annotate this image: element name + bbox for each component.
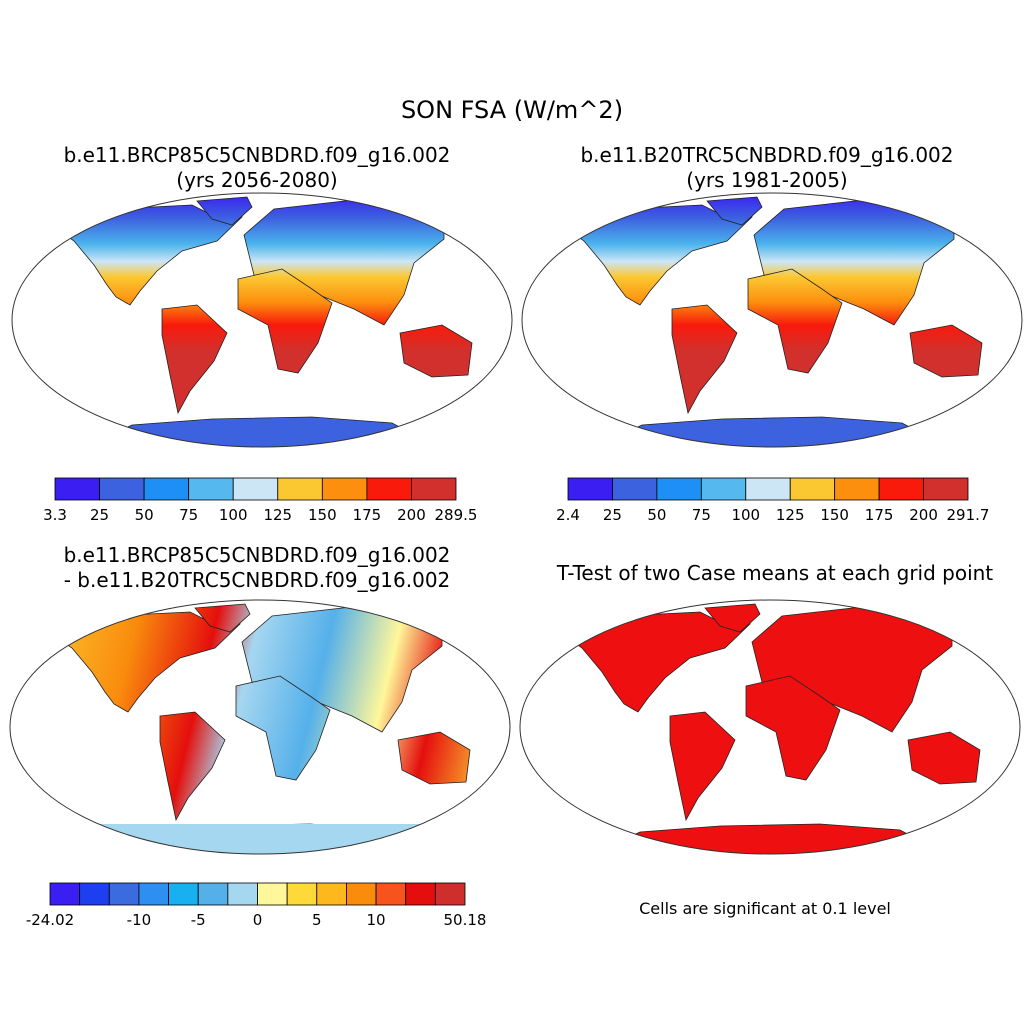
colorbar-label: 100 bbox=[219, 506, 248, 524]
colorbar-label: 150 bbox=[308, 506, 337, 524]
colorbar-box bbox=[321, 477, 368, 501]
colorbar-box bbox=[745, 477, 791, 501]
colorbar-box bbox=[656, 477, 702, 501]
colorbar-box bbox=[286, 882, 318, 906]
panel-subtitle: (yrs 2056-2080) bbox=[176, 168, 337, 192]
colorbar-label: 289.5 bbox=[435, 506, 478, 524]
colorbar-label: 200 bbox=[909, 506, 938, 524]
colorbar-box bbox=[567, 477, 613, 501]
colorbar-label: 50 bbox=[135, 506, 154, 524]
colorbar-box bbox=[366, 477, 412, 501]
colorbar-box bbox=[79, 882, 110, 906]
colorbar-label: 125 bbox=[776, 506, 805, 524]
colorbar-label: -24.02 bbox=[26, 911, 74, 929]
colorbar-box bbox=[411, 477, 457, 501]
map bbox=[9, 599, 511, 855]
panel-title: b.e11.BRCP85C5CNBDRD.f09_g16.002 bbox=[64, 143, 451, 167]
colorbar-label: 200 bbox=[397, 506, 426, 524]
panel-title: b.e11.BRCP85C5CNBDRD.f09_g16.002 bbox=[64, 543, 451, 567]
colorbar-label: 125 bbox=[263, 506, 292, 524]
colorbar-label: 75 bbox=[692, 506, 711, 524]
colorbar-label: 50 bbox=[647, 506, 666, 524]
colorbar-box bbox=[188, 477, 234, 501]
panel-title: b.e11.B20TRC5CNBDRD.f09_g16.002 bbox=[580, 143, 953, 167]
colorbar-box bbox=[612, 477, 658, 501]
colorbar-label: 5 bbox=[312, 911, 322, 929]
colorbar-box bbox=[257, 882, 288, 906]
colorbar-label: 25 bbox=[603, 506, 622, 524]
colorbar-label: 50.18 bbox=[444, 911, 487, 929]
colorbar-box bbox=[434, 882, 466, 906]
colorbar-label: 175 bbox=[353, 506, 382, 524]
colorbar-box bbox=[108, 882, 140, 906]
colorbar-label: 150 bbox=[820, 506, 849, 524]
figure-title: SON FSA (W/m^2) bbox=[401, 96, 623, 124]
colorbar-box bbox=[99, 477, 145, 501]
panel-title: - b.e11.B20TRC5CNBDRD.f09_g16.002 bbox=[64, 568, 451, 592]
colorbar-label: 2.4 bbox=[556, 506, 580, 524]
colorbar-label: 75 bbox=[179, 506, 198, 524]
colorbar-box bbox=[878, 477, 924, 501]
colorbar-box bbox=[316, 882, 347, 906]
colorbar-box bbox=[346, 882, 377, 906]
panel-subtitle: (yrs 1981-2005) bbox=[686, 168, 847, 192]
colorbar-label: 3.3 bbox=[43, 506, 67, 524]
colorbar-label: 175 bbox=[865, 506, 894, 524]
colorbar-box bbox=[405, 882, 436, 906]
map bbox=[521, 192, 1023, 448]
colorbar-label: -10 bbox=[127, 911, 152, 929]
colorbar-box bbox=[197, 882, 229, 906]
colorbars: 3.3 25 50 75 100 125 150 175 200 289.5 2.4 25 50 75 10… bbox=[26, 477, 990, 929]
colorbar-label: 291.7 bbox=[947, 506, 990, 524]
colorbar-box bbox=[227, 882, 258, 906]
colorbar-box bbox=[789, 477, 836, 501]
colorbar-label: 0 bbox=[253, 911, 263, 929]
colorbar-box bbox=[232, 477, 279, 501]
colorbar-box bbox=[54, 477, 100, 501]
colorbar-label: -5 bbox=[191, 911, 206, 929]
colorbar-label: 10 bbox=[367, 911, 386, 929]
colorbar-box bbox=[923, 477, 969, 501]
map bbox=[11, 192, 513, 448]
colorbar-box bbox=[277, 477, 323, 501]
note: Cells are significant at 0.1 level bbox=[639, 899, 891, 918]
colorbar-label: 100 bbox=[731, 506, 760, 524]
colorbar-box bbox=[375, 882, 407, 906]
colorbar-box bbox=[700, 477, 747, 501]
colorbar-label: 25 bbox=[90, 506, 109, 524]
panel-title: T-Test of two Case means at each grid po… bbox=[556, 561, 993, 585]
colorbar-box bbox=[834, 477, 880, 501]
colorbar-box bbox=[143, 477, 190, 501]
colorbar-box bbox=[168, 882, 199, 906]
colorbar-box bbox=[49, 882, 81, 906]
map bbox=[519, 599, 1021, 855]
colorbar-box bbox=[138, 882, 169, 906]
